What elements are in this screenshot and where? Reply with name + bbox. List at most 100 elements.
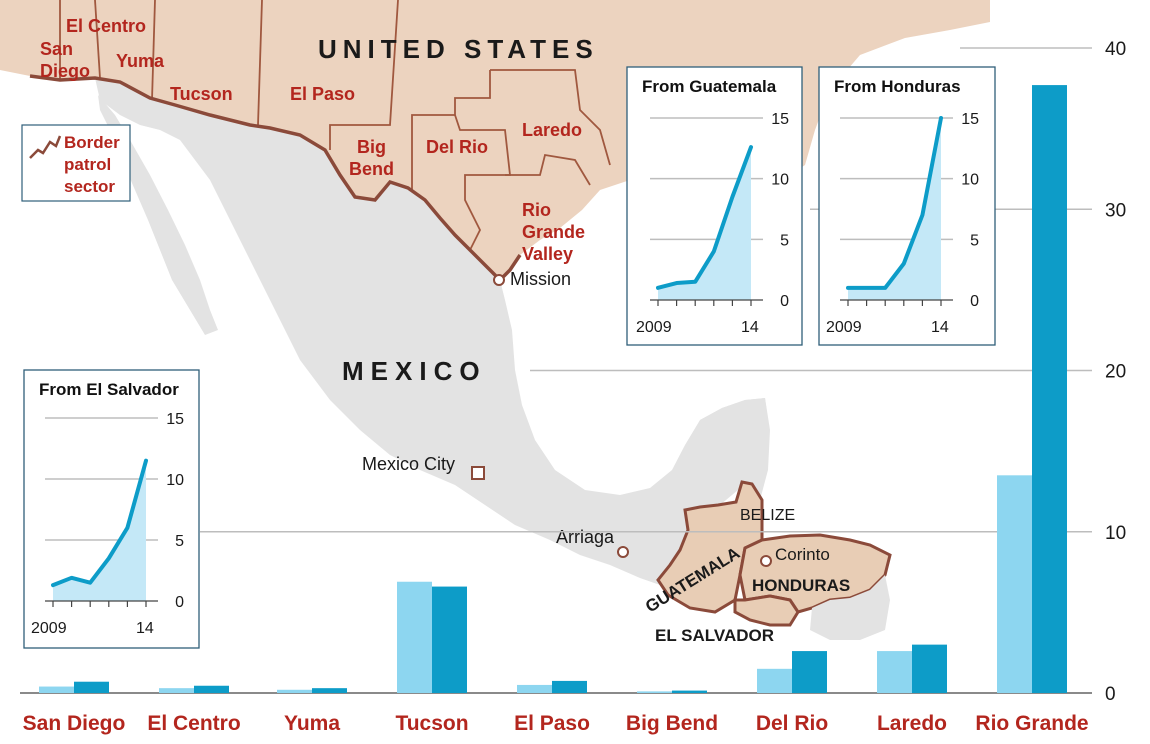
bar-light-2: [277, 689, 312, 693]
bar-dark-3: [432, 586, 467, 693]
sector-label-yuma: Yuma: [116, 51, 165, 71]
bar-ytick-label: 40: [1105, 39, 1126, 60]
inset-xtick-label: 14: [931, 319, 949, 336]
inset-ytick-label: 5: [780, 232, 789, 249]
inset-el-salvador: From El Salvador 0 5 10 15 2009 14: [23, 369, 200, 649]
bar-marks: [39, 85, 1067, 693]
bar-light-5: [637, 691, 672, 693]
inset-honduras: From Honduras 0 5 10 15 2009 14: [818, 66, 996, 346]
place-corinto: Corinto: [775, 545, 830, 564]
border-line-icon: [29, 135, 62, 159]
bar-dark-4: [552, 680, 587, 693]
bar-light-4: [517, 684, 552, 693]
bar-category-label: Big Bend: [626, 712, 718, 735]
sector-label-big-bend: Big: [357, 137, 386, 157]
sector-label-big-bend: Bend: [349, 159, 394, 179]
sector-label-san-diego: Diego: [40, 61, 90, 81]
bar-category-label: Tucson: [395, 712, 468, 735]
bar-category-label: San Diego: [23, 712, 126, 735]
bar-light-7: [877, 651, 912, 693]
place-mission: Mission: [510, 269, 571, 289]
bar-light-3: [397, 581, 432, 693]
place-arriaga: Arriaga: [556, 527, 615, 547]
inset-title: From Guatemala: [642, 77, 777, 96]
inset-xtick-label: 2009: [826, 319, 862, 336]
inset-ytick-label: 0: [175, 594, 184, 611]
mexico-shape: [95, 78, 768, 585]
inset-title: From El Salvador: [39, 380, 179, 399]
sector-label-el-paso: El Paso: [290, 84, 355, 104]
place-el-salvador: EL SALVADOR: [655, 626, 774, 645]
place-honduras: HONDURAS: [752, 576, 850, 595]
bar-dark-2: [312, 688, 347, 693]
inset-ytick-label: 15: [166, 411, 184, 428]
bar-category-label: Rio Grande: [975, 712, 1088, 735]
inset-ytick-label: 5: [175, 533, 184, 550]
sector-label-rio-grande-valley: Rio: [522, 200, 551, 220]
bar-dark-0: [74, 681, 109, 693]
inset-ytick-label: 15: [771, 111, 789, 128]
inset-area: [658, 147, 751, 300]
legend-line1: Border: [64, 133, 120, 152]
inset-ytick-label: 10: [771, 172, 789, 189]
inset-ytick-label: 0: [970, 293, 979, 310]
inset-frame: [626, 66, 803, 346]
bar-light-8: [997, 475, 1032, 693]
inset-ytick-label: 10: [166, 472, 184, 489]
bar-dark-6: [792, 651, 827, 693]
sector-label-laredo: Laredo: [522, 120, 582, 140]
bar-light-1: [159, 688, 194, 693]
inset-area: [53, 460, 146, 601]
bar-dark-8: [1032, 85, 1067, 693]
legend: Border patrol sector: [21, 124, 131, 202]
inset-area: [848, 118, 941, 300]
nicaragua-shape: [810, 575, 890, 640]
sector-label-san-diego: San: [40, 39, 73, 59]
mission-marker: [493, 274, 505, 286]
bar-category-label: Del Rio: [756, 712, 828, 735]
sector-label-del-rio: Del Rio: [426, 137, 488, 157]
bar-category-label: Laredo: [877, 712, 947, 735]
country-mexico: MEXICO: [342, 356, 487, 386]
place-mexico-city: Mexico City: [362, 454, 455, 474]
bar-category-label: Yuma: [284, 712, 340, 735]
sector-label-rio-grande-valley: Valley: [522, 244, 573, 264]
bar-dark-5: [672, 690, 707, 693]
bar-yticks: 0 10 20 30 40: [1105, 39, 1126, 705]
el-salvador-shape: [733, 594, 800, 627]
bar-category-label: El Paso: [514, 712, 590, 735]
sector-boundaries: [59, 0, 611, 251]
legend-line2: patrol: [64, 155, 111, 174]
inset-ytick-label: 10: [961, 172, 979, 189]
inset-line: [51, 458, 148, 588]
inset-xtick-label: 2009: [31, 620, 67, 637]
inset-xtick-label: 14: [136, 620, 154, 637]
us-mexico-border: [29, 74, 522, 283]
bar-xlabels: San Diego El Centro Yuma Tucson El Paso Big B…: [23, 712, 1089, 735]
place-belize: BELIZE: [740, 507, 795, 524]
bar-light-0: [39, 686, 74, 693]
yucatan-shape: [700, 398, 770, 500]
arriaga-marker: [617, 546, 629, 558]
inset-ytick-label: 15: [961, 111, 979, 128]
bar-category-label: El Centro: [147, 712, 240, 735]
bar-ytick-label: 0: [1105, 684, 1116, 705]
bar-ytick-label: 20: [1105, 362, 1126, 383]
inset-title: From Honduras: [834, 77, 961, 96]
bar-ytick-label: 30: [1105, 200, 1126, 221]
inset-ytick-label: 0: [780, 293, 789, 310]
inset-ytick-label: 5: [970, 232, 979, 249]
inset-line: [656, 145, 753, 290]
mexico-city-marker: [471, 466, 485, 480]
sector-label-el-centro: El Centro: [66, 16, 146, 36]
sector-label-tucson: Tucson: [170, 84, 233, 104]
bar-light-6: [757, 668, 792, 693]
inset-line: [846, 116, 943, 290]
legend-line3: sector: [64, 177, 115, 196]
bar-dark-1: [194, 685, 229, 693]
inset-xtick-label: 14: [741, 319, 759, 336]
